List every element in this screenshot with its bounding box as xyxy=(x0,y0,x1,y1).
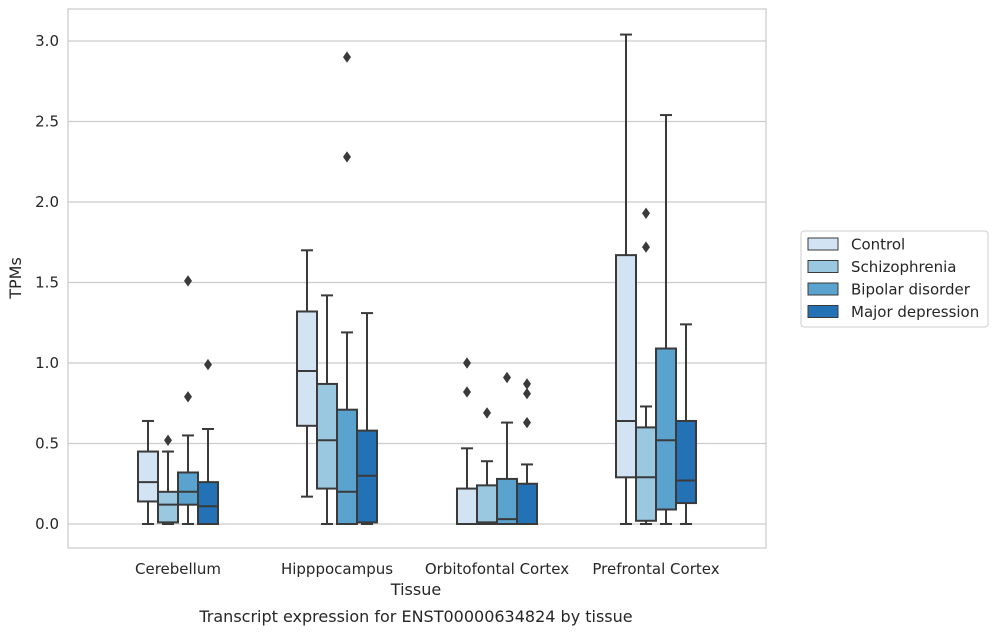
box-group xyxy=(615,33,637,525)
y-tick-label: 2.5 xyxy=(35,113,59,131)
legend: Control Schizophrenia Bipolar disorder Majo… xyxy=(800,230,989,328)
box xyxy=(655,347,677,511)
plot-area-frame xyxy=(67,8,767,549)
legend-label: Bipolar disorder xyxy=(851,281,971,299)
y-tick-label: 2.0 xyxy=(35,193,59,211)
box-group xyxy=(137,419,159,525)
y-tick-label: 1.5 xyxy=(35,274,59,292)
x-tick-labels: Cerebellum Hipppocampus Orbitofontal Corte… xyxy=(135,560,720,578)
y-tick-label: 3.0 xyxy=(35,32,59,50)
x-axis-label: Tissue xyxy=(390,580,441,599)
box-group xyxy=(655,114,677,525)
box xyxy=(296,310,318,427)
box-group xyxy=(197,358,219,526)
box xyxy=(635,426,657,522)
legend-swatch xyxy=(807,282,839,296)
box-group xyxy=(456,357,478,525)
box xyxy=(516,482,538,525)
outlier-point xyxy=(343,51,351,63)
box-group xyxy=(336,51,358,525)
legend-swatch xyxy=(807,260,839,273)
box-group xyxy=(476,407,498,525)
x-tick-label: Hipppocampus xyxy=(281,560,393,578)
box xyxy=(615,254,637,479)
y-tick-label: 0.0 xyxy=(35,515,59,533)
box xyxy=(197,481,219,526)
outlier-point xyxy=(184,391,192,403)
y-tick-labels: 0.0 0.5 1.0 1.5 2.0 2.5 3.0 xyxy=(35,32,59,533)
box-group xyxy=(296,249,318,498)
y-axis-label: TPMs xyxy=(6,257,25,300)
legend-frame xyxy=(800,230,989,328)
y-tick-label: 0.5 xyxy=(35,435,59,453)
outlier-point xyxy=(184,275,192,287)
outlier-point xyxy=(343,151,351,163)
outlier-point xyxy=(483,407,491,419)
legend-swatch xyxy=(807,237,839,251)
outlier-point xyxy=(642,207,650,219)
legend-swatch xyxy=(807,305,839,318)
x-tick-label: Cerebellum xyxy=(135,560,221,578)
box xyxy=(456,487,478,525)
box-group xyxy=(177,275,199,525)
outlier-point xyxy=(523,387,531,400)
box xyxy=(157,490,179,524)
outlier-point xyxy=(463,357,471,369)
boxes xyxy=(137,33,697,526)
box xyxy=(316,382,338,490)
gridlines xyxy=(68,40,766,525)
box-group xyxy=(356,312,378,525)
box xyxy=(496,477,518,526)
box xyxy=(336,408,358,525)
outlier-point xyxy=(164,434,172,446)
x-tick-label: Prefrontal Cortex xyxy=(592,560,719,578)
outlier-point xyxy=(463,386,471,398)
outlier-point xyxy=(523,378,531,390)
box xyxy=(675,419,697,505)
box-group xyxy=(635,207,657,525)
x-tick-label: Orbitofontal Cortex xyxy=(425,560,569,578)
outlier-point xyxy=(642,241,650,253)
legend-label: Schizophrenia xyxy=(851,258,956,276)
box-group xyxy=(316,294,338,525)
box xyxy=(177,471,199,506)
y-tick-label: 1.0 xyxy=(35,354,59,372)
box-group xyxy=(675,323,697,525)
outlier-point xyxy=(503,371,511,384)
outlier-point xyxy=(204,358,212,371)
chart-caption: Transcript expression for ENST0000063482… xyxy=(198,607,632,626)
box xyxy=(137,450,159,503)
box-group xyxy=(496,371,518,526)
box-group xyxy=(157,434,179,525)
outlier-point xyxy=(523,416,531,429)
legend-label: Major depression xyxy=(851,303,979,321)
box-group xyxy=(516,378,538,525)
legend-label: Control xyxy=(851,236,905,254)
box xyxy=(476,484,498,525)
